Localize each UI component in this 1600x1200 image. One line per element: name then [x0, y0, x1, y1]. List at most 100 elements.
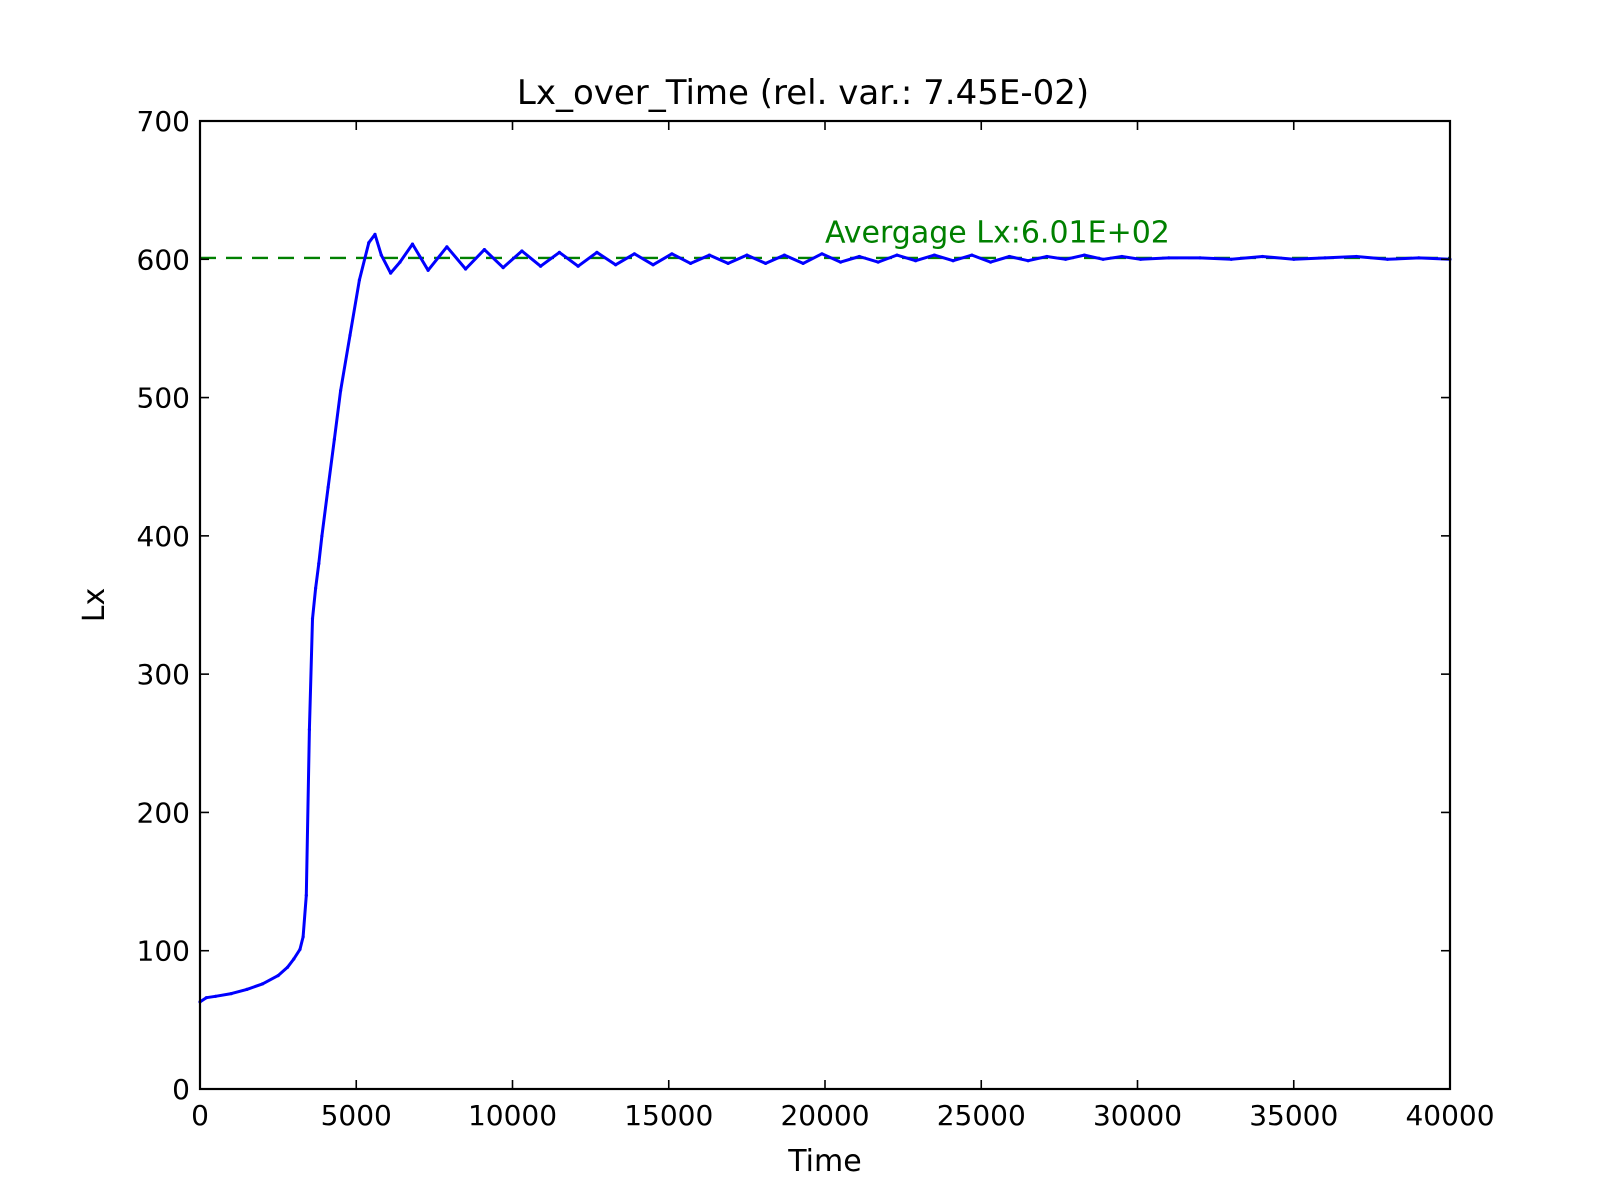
y-tick-label: 400 [137, 520, 190, 553]
data-point [839, 260, 843, 264]
x-tick-label: 35000 [1249, 1099, 1338, 1132]
data-point [857, 254, 862, 259]
data-point [501, 266, 505, 270]
plot-area: Avergage Lx:6.01E+02 [198, 216, 1452, 1004]
data-point [426, 268, 430, 272]
data-point [782, 253, 787, 257]
data-point [914, 259, 918, 263]
data-point [670, 252, 674, 256]
data-point [726, 261, 730, 265]
data-point [651, 263, 655, 267]
data-point [707, 253, 712, 257]
y-tick-label: 500 [137, 382, 190, 415]
x-tick-label: 10000 [468, 1099, 557, 1132]
data-point [317, 561, 321, 566]
data-point [367, 241, 371, 245]
data-point [576, 264, 580, 268]
data-point [1229, 257, 1233, 261]
data-point [520, 249, 524, 253]
data-point [689, 261, 693, 265]
data-point [970, 253, 974, 257]
x-tick-label: 25000 [937, 1099, 1026, 1132]
data-point [764, 261, 768, 265]
data-point [932, 253, 937, 257]
x-tick-label: 15000 [624, 1099, 713, 1132]
data-point [379, 253, 383, 257]
data-point [301, 935, 305, 939]
data-point [895, 253, 899, 257]
data-point [1082, 253, 1086, 257]
data-point [410, 242, 415, 246]
data-point [339, 389, 343, 393]
y-tick-label: 600 [137, 243, 190, 276]
data-point [310, 617, 315, 621]
y-axis-label: Lx [77, 588, 112, 622]
data-point [285, 965, 290, 969]
data-point [298, 947, 302, 951]
data-point [348, 333, 352, 337]
data-point [1045, 254, 1049, 259]
data-point [276, 974, 280, 978]
data-point [745, 253, 749, 257]
y-tick-label: 100 [137, 935, 190, 968]
series-line-0 [199, 232, 1451, 1004]
data-point [951, 259, 955, 263]
data-point [801, 261, 805, 265]
chart-title: Lx_over_Time (rel. var.: 7.45E-02) [517, 73, 1089, 113]
x-tick-label: 0 [191, 1099, 209, 1132]
data-point [464, 267, 468, 271]
data-point [1167, 256, 1171, 260]
data-point [1026, 259, 1030, 263]
data-point [204, 996, 208, 1000]
data-point [820, 252, 824, 256]
y-tick-label: 200 [137, 796, 190, 829]
x-axis-label: Time [787, 1144, 861, 1179]
data-point [1385, 257, 1390, 261]
data-point [482, 248, 486, 252]
x-tick-label: 30000 [1093, 1099, 1182, 1132]
data-point [1260, 254, 1265, 259]
y-tick-label: 0 [172, 1073, 190, 1106]
data-point [445, 245, 449, 249]
data-point [1198, 256, 1202, 260]
y-tick-label: 700 [137, 105, 190, 138]
data-point [1007, 254, 1012, 259]
average-annotation: Avergage Lx:6.01E+02 [825, 216, 1170, 251]
data-point [307, 727, 311, 732]
data-point [320, 534, 324, 538]
y-tick-label: 300 [137, 658, 190, 691]
axis-ticks: 0 5000 10000 15000 20000 25000 30000 35000 40000… [137, 105, 1495, 1132]
data-point [357, 278, 361, 282]
data-point [989, 260, 993, 264]
data-point [260, 982, 265, 986]
data-point [1354, 254, 1358, 259]
data-point [1120, 254, 1124, 259]
x-tick-label: 20000 [780, 1099, 869, 1132]
data-point [398, 260, 402, 264]
data-point [1139, 257, 1143, 261]
data-point [632, 252, 637, 256]
data-point [614, 263, 618, 267]
data-point [595, 250, 599, 254]
x-tick-label: 40000 [1405, 1099, 1494, 1132]
data-point [1417, 256, 1421, 260]
data-point [1064, 257, 1068, 261]
data-point [292, 957, 296, 961]
data-point [1292, 257, 1296, 261]
data-point [373, 232, 377, 236]
data-point [332, 437, 336, 441]
data-point [214, 994, 218, 998]
data-point [229, 992, 233, 996]
data-point [557, 250, 562, 254]
data-point [304, 893, 308, 898]
data-point [314, 586, 318, 591]
data-point [326, 485, 330, 490]
data-point [245, 987, 249, 992]
data-point [389, 271, 393, 275]
data-point [1101, 257, 1105, 261]
data-point [539, 264, 543, 268]
x-tick-label: 5000 [321, 1099, 392, 1132]
data-point [876, 260, 880, 264]
data-point [1323, 256, 1327, 260]
